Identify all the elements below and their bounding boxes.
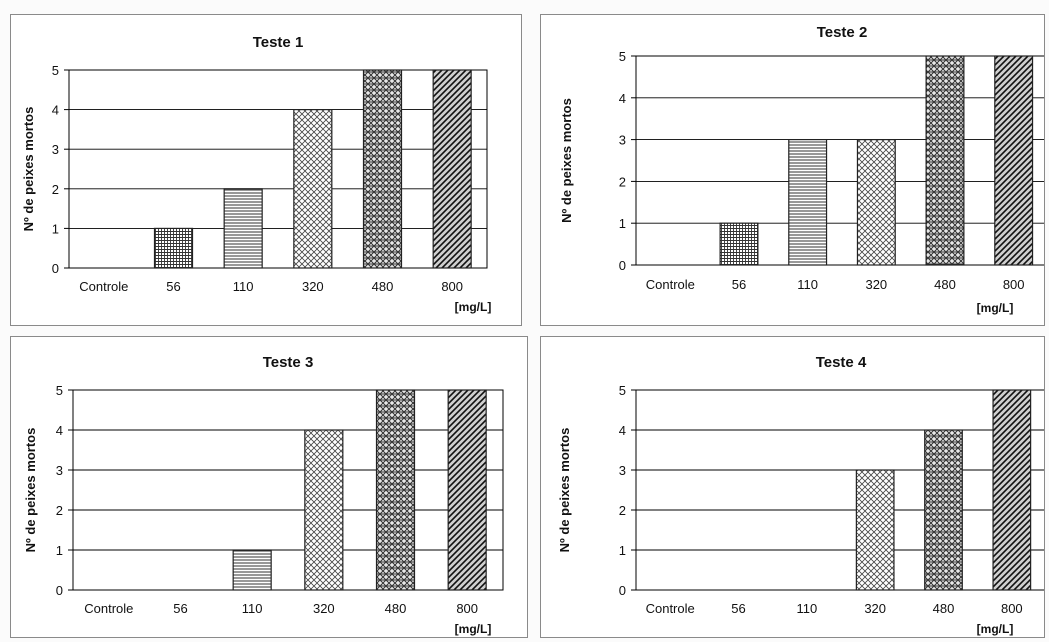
x-tick-label: 320 (864, 601, 886, 616)
y-tick-label: 4 (619, 91, 626, 106)
bar-teste-1-320 (293, 108, 333, 269)
y-axis-label: Nº de peixes mortos (23, 428, 38, 553)
y-tick-label: 0 (619, 583, 626, 598)
chart-teste-3: Teste 3 0 1 2 3 4 5 Nº de peixes mortos Controle… (23, 354, 504, 636)
x-tick-label: 110 (796, 601, 817, 616)
bar-teste-3-800 (447, 389, 487, 591)
x-tick-label: 800 (441, 279, 463, 294)
y-tick-label: 2 (619, 174, 626, 189)
y-tick-label: 0 (56, 583, 63, 598)
y-tick-label: 2 (619, 503, 626, 518)
y-tick-label: 1 (56, 543, 63, 558)
chart-title: Teste 3 (263, 354, 314, 371)
chart-panel-teste-3: Teste 3 0 1 2 3 4 5 Nº de peixes mortos Controle… (10, 336, 528, 638)
x-tick-label: Controle (646, 601, 695, 616)
y-tick-label: 3 (56, 463, 63, 478)
x-tick-label: 56 (166, 279, 180, 294)
x-tick-label: 110 (233, 279, 254, 294)
x-tick-label: 800 (456, 601, 478, 616)
bar-teste-4-480 (924, 429, 963, 591)
y-tick-label: 5 (52, 63, 59, 78)
chart-teste-4: Teste 4 0 1 2 3 4 5 Nº de peixes mortos Controle… (557, 354, 1044, 636)
bar-teste-4-320 (855, 469, 895, 591)
chart-title: Teste 2 (817, 24, 868, 41)
y-tick-label: 1 (619, 543, 626, 558)
plot-area (635, 389, 1044, 591)
bar-teste-1-56 (153, 227, 194, 269)
bar-teste-4-800 (992, 389, 1032, 591)
y-tick-label: 4 (619, 423, 626, 438)
x-unit-label: [mg/L] (455, 622, 492, 636)
x-tick-label: 800 (1001, 601, 1023, 616)
bar-teste-3-320 (304, 429, 344, 591)
x-tick-label: 56 (731, 601, 745, 616)
chart-title: Teste 4 (816, 354, 867, 371)
x-tick-label: 800 (1003, 277, 1025, 292)
bar-teste-2-110 (788, 138, 828, 266)
bar-teste-3-110 (232, 549, 272, 591)
x-tick-label: 56 (732, 277, 746, 292)
x-tick-label: 480 (385, 601, 407, 616)
x-tick-label: Controle (84, 601, 133, 616)
y-tick-label: 5 (619, 383, 626, 398)
y-tick-label: 4 (52, 103, 59, 118)
y-tick-label: 0 (52, 261, 59, 276)
x-tick-label: 320 (313, 601, 335, 616)
x-unit-label: [mg/L] (977, 622, 1014, 636)
y-tick-label: 0 (619, 258, 626, 273)
plot-area (72, 389, 504, 591)
x-unit-label: [mg/L] (977, 301, 1014, 315)
x-tick-label: 320 (302, 279, 324, 294)
bar-teste-1-110 (223, 188, 263, 269)
x-tick-label: 480 (372, 279, 394, 294)
chart-teste-1: Teste 1 0 1 2 3 4 5 Nº de peixes mortos Controle… (21, 34, 492, 314)
x-tick-label: 480 (934, 277, 956, 292)
chart-panel-teste-1: Teste 1 0 1 2 3 4 5 Nº de peixes mortos Controle… (10, 14, 522, 326)
y-tick-label: 1 (619, 216, 626, 231)
y-tick-label: 5 (56, 383, 63, 398)
y-tick-label: 2 (52, 182, 59, 197)
x-tick-label: Controle (646, 277, 695, 292)
chart-title: Teste 1 (253, 34, 304, 51)
y-tick-label: 3 (619, 133, 626, 148)
x-unit-label: [mg/L] (455, 300, 492, 314)
bar-teste-1-800 (432, 69, 472, 269)
bar-teste-2-56 (719, 222, 759, 266)
y-axis-label: Nº de peixes mortos (559, 98, 574, 223)
y-tick-label: 2 (56, 503, 63, 518)
x-tick-label: 110 (797, 277, 818, 292)
y-axis-label: Nº de peixes mortos (557, 428, 572, 553)
bar-teste-2-320 (856, 138, 896, 266)
chart-teste-2: Teste 2 0 1 2 3 4 5 Nº de peixes mortos Controle… (559, 24, 1044, 315)
x-tick-label: 110 (242, 601, 263, 616)
plot-area (68, 69, 488, 269)
chart-panel-teste-2: Teste 2 0 1 2 3 4 5 Nº de peixes mortos Controle… (540, 14, 1045, 326)
x-tick-label: 480 (933, 601, 955, 616)
bar-teste-3-480 (375, 389, 416, 591)
y-tick-label: 4 (56, 423, 63, 438)
plot-area (635, 55, 1044, 266)
x-tick-label: 56 (173, 601, 187, 616)
y-tick-label: 1 (52, 221, 59, 236)
y-tick-label: 3 (52, 142, 59, 157)
y-tick-label: 3 (619, 463, 626, 478)
chart-panel-teste-4: Teste 4 0 1 2 3 4 5 Nº de peixes mortos Controle… (540, 336, 1045, 638)
bar-teste-1-480 (362, 69, 403, 269)
y-tick-label: 5 (619, 49, 626, 64)
bar-teste-2-800 (994, 55, 1034, 266)
x-tick-label: Controle (79, 279, 128, 294)
x-tick-label: 320 (865, 277, 887, 292)
bar-teste-2-480 (925, 55, 965, 266)
y-axis-label: Nº de peixes mortos (21, 107, 36, 232)
